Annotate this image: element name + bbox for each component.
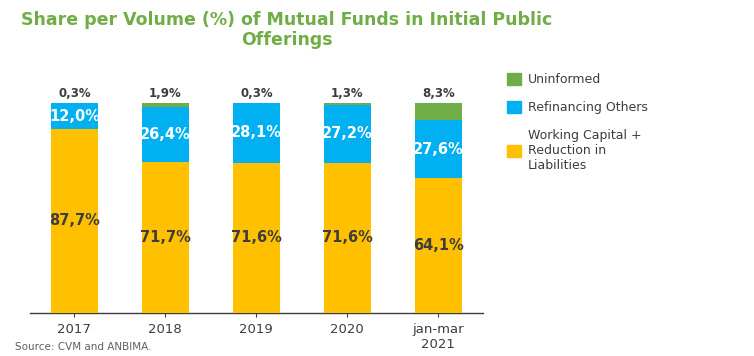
Bar [415, 178, 462, 313]
Bar [323, 105, 371, 163]
Bar [142, 103, 189, 107]
Text: 71,7%: 71,7% [140, 230, 191, 245]
Text: Source: CVM and ANBIMA.: Source: CVM and ANBIMA. [15, 342, 152, 352]
Bar [323, 103, 371, 105]
Text: Share per Volume (%) of Mutual Funds in Initial Public
Offerings: Share per Volume (%) of Mutual Funds in … [21, 11, 552, 49]
Text: 27,6%: 27,6% [413, 142, 464, 157]
Bar [415, 103, 462, 120]
Text: 1,3%: 1,3% [331, 87, 363, 100]
Bar [142, 162, 189, 313]
Text: 8,3%: 8,3% [422, 87, 455, 100]
Text: 27,2%: 27,2% [322, 126, 372, 141]
Bar [233, 163, 280, 313]
Text: 28,1%: 28,1% [231, 125, 282, 141]
Bar [51, 103, 98, 129]
Text: 71,6%: 71,6% [231, 230, 282, 245]
Bar [233, 103, 280, 163]
Text: 1,9%: 1,9% [149, 87, 182, 100]
Bar [415, 120, 462, 178]
Text: 26,4%: 26,4% [140, 127, 191, 142]
Text: 0,3%: 0,3% [240, 87, 273, 100]
Bar [51, 129, 98, 313]
Text: 64,1%: 64,1% [413, 238, 464, 253]
Text: 12,0%: 12,0% [49, 109, 100, 124]
Text: 0,3%: 0,3% [58, 87, 90, 100]
Bar [142, 107, 189, 162]
Legend: Uninformed, Refinancing Others, Working Capital +
Reduction in
Liabilities: Uninformed, Refinancing Others, Working … [507, 73, 648, 172]
Bar [323, 163, 371, 313]
Text: 87,7%: 87,7% [49, 214, 100, 229]
Text: 71,6%: 71,6% [322, 230, 372, 245]
